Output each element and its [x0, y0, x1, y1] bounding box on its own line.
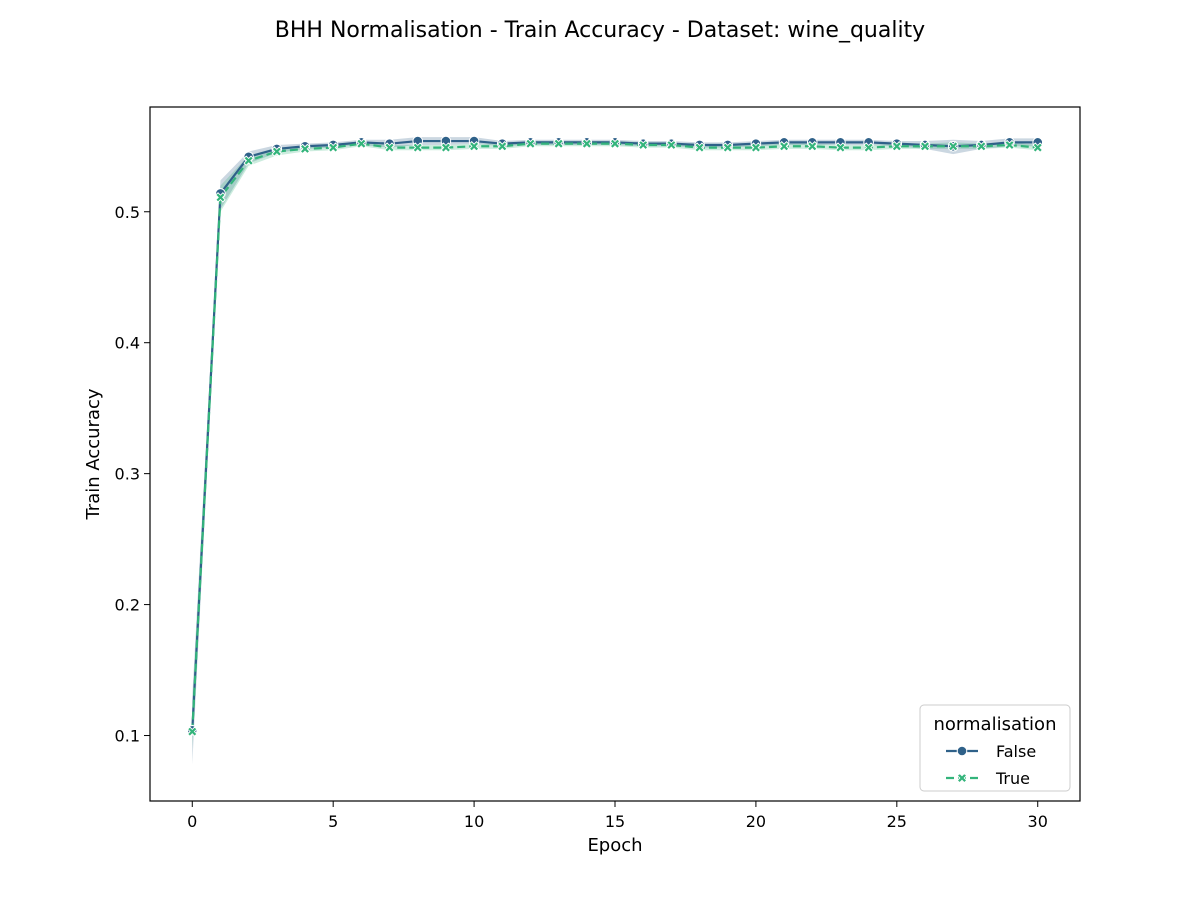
data-point [976, 141, 987, 152]
data-point [497, 141, 508, 152]
x-tick-label: 5 [328, 812, 338, 831]
series-markers [186, 135, 1044, 737]
data-point [694, 142, 705, 153]
x-tick-label: 25 [887, 812, 907, 831]
y-tick-label: 0.3 [115, 465, 140, 484]
data-point [299, 143, 311, 155]
x-tick-label: 30 [1028, 812, 1048, 831]
x-axis-ticks: 0 5 10 15 20 25 30 [187, 801, 1048, 831]
data-point [722, 142, 733, 153]
data-point [356, 138, 367, 149]
legend-title: normalisation [934, 714, 1057, 735]
data-point [384, 142, 395, 153]
legend: normalisation False True [919, 704, 1071, 792]
data-point [271, 146, 283, 157]
plot-area-frame [149, 106, 1081, 802]
data-point [1032, 142, 1043, 153]
data-point [468, 141, 480, 152]
data-point [637, 139, 649, 151]
data-point [835, 142, 846, 153]
data-point [807, 141, 818, 152]
x-axis-label: Epoch [587, 835, 642, 856]
data-point [243, 155, 254, 166]
data-point [440, 142, 452, 153]
data-point [215, 192, 226, 203]
data-point [956, 745, 968, 757]
series-lines [191, 139, 1038, 732]
data-point [947, 141, 959, 152]
series-line [191, 139, 1038, 731]
chart-title: BHH Normalisation - Train Accuracy - Dat… [275, 18, 925, 43]
data-point [327, 142, 339, 153]
series-line [191, 142, 1038, 732]
data-point [891, 141, 903, 152]
x-tick-label: 20 [746, 812, 766, 831]
data-point [525, 138, 536, 149]
x-tick-label: 0 [187, 812, 197, 831]
x-tick-label: 10 [464, 812, 484, 831]
legend-box [919, 704, 1071, 792]
data-point [778, 141, 790, 152]
legend-label: False [996, 742, 1036, 761]
data-point [666, 139, 677, 151]
data-point [581, 138, 593, 149]
data-point [863, 142, 874, 153]
y-tick-label: 0.4 [115, 334, 140, 353]
y-tick-label: 0.2 [115, 596, 140, 615]
data-point [412, 142, 423, 153]
confidence-band [192, 137, 1038, 765]
data-point [553, 138, 564, 149]
legend-label: True [995, 769, 1030, 788]
confidence-bands [192, 137, 1038, 765]
data-point [919, 141, 931, 152]
data-point [750, 142, 762, 153]
data-point [1004, 139, 1015, 151]
x-tick-label: 15 [605, 812, 625, 831]
y-tick-label: 0.1 [115, 727, 140, 746]
y-axis-label: Train Accuracy [83, 388, 104, 520]
confidence-band [192, 141, 1038, 749]
y-tick-label: 0.5 [115, 203, 140, 222]
data-point [956, 772, 968, 784]
data-point [187, 726, 198, 737]
y-axis-ticks: 0.1 0.2 0.3 0.4 0.5 [115, 203, 150, 746]
data-point [609, 138, 621, 149]
